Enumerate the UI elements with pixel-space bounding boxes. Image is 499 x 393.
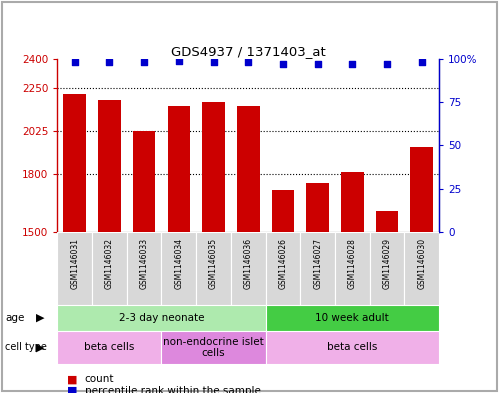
Text: GSM1146032: GSM1146032 bbox=[105, 238, 114, 289]
Bar bbox=[63, 94, 86, 393]
Point bbox=[175, 57, 183, 64]
Point bbox=[279, 61, 287, 67]
Bar bbox=[57, 331, 162, 364]
Text: GSM1146030: GSM1146030 bbox=[417, 238, 426, 289]
Bar bbox=[231, 232, 265, 305]
Point bbox=[210, 59, 218, 66]
Bar bbox=[404, 232, 439, 305]
Bar bbox=[370, 232, 404, 305]
Text: 2-3 day neonate: 2-3 day neonate bbox=[119, 313, 204, 323]
Bar bbox=[162, 232, 196, 305]
Text: non-endocrine islet
cells: non-endocrine islet cells bbox=[163, 337, 264, 358]
Text: beta cells: beta cells bbox=[327, 342, 378, 353]
Text: cell type: cell type bbox=[5, 342, 47, 353]
Bar bbox=[306, 183, 329, 393]
Bar bbox=[57, 305, 265, 331]
Bar bbox=[202, 102, 225, 393]
Bar bbox=[265, 305, 439, 331]
Bar bbox=[168, 106, 190, 393]
Point bbox=[383, 61, 391, 67]
Point bbox=[348, 61, 356, 67]
Bar bbox=[271, 189, 294, 393]
Bar bbox=[265, 232, 300, 305]
Point bbox=[244, 59, 252, 66]
Bar bbox=[57, 232, 92, 305]
Text: GSM1146026: GSM1146026 bbox=[278, 238, 287, 289]
Title: GDS4937 / 1371403_at: GDS4937 / 1371403_at bbox=[171, 45, 326, 58]
Point bbox=[418, 59, 426, 66]
Bar bbox=[376, 211, 398, 393]
Text: GSM1146034: GSM1146034 bbox=[174, 238, 183, 289]
Text: GSM1146031: GSM1146031 bbox=[70, 238, 79, 289]
Text: ▶: ▶ bbox=[36, 342, 44, 353]
Point bbox=[71, 59, 79, 66]
Text: beta cells: beta cells bbox=[84, 342, 135, 353]
Point bbox=[314, 61, 322, 67]
Text: 10 week adult: 10 week adult bbox=[315, 313, 389, 323]
Point bbox=[105, 59, 113, 66]
Bar bbox=[265, 331, 439, 364]
Text: GSM1146035: GSM1146035 bbox=[209, 238, 218, 289]
Bar bbox=[196, 232, 231, 305]
Text: GSM1146028: GSM1146028 bbox=[348, 238, 357, 288]
Text: GSM1146029: GSM1146029 bbox=[383, 238, 392, 289]
Bar bbox=[300, 232, 335, 305]
Bar bbox=[133, 131, 155, 393]
Text: ■: ■ bbox=[67, 374, 78, 384]
Text: GSM1146036: GSM1146036 bbox=[244, 238, 253, 289]
Bar bbox=[411, 147, 433, 393]
Text: ▶: ▶ bbox=[36, 313, 44, 323]
Text: age: age bbox=[5, 313, 24, 323]
Text: GSM1146033: GSM1146033 bbox=[140, 238, 149, 289]
Text: percentile rank within the sample: percentile rank within the sample bbox=[85, 386, 260, 393]
Bar bbox=[127, 232, 162, 305]
Text: count: count bbox=[85, 374, 114, 384]
Text: GSM1146027: GSM1146027 bbox=[313, 238, 322, 289]
Bar bbox=[98, 100, 121, 393]
Bar bbox=[335, 232, 370, 305]
Bar bbox=[162, 331, 265, 364]
Point bbox=[140, 59, 148, 66]
Bar bbox=[237, 106, 259, 393]
Text: ■: ■ bbox=[67, 386, 78, 393]
Bar bbox=[341, 172, 364, 393]
Bar bbox=[92, 232, 127, 305]
